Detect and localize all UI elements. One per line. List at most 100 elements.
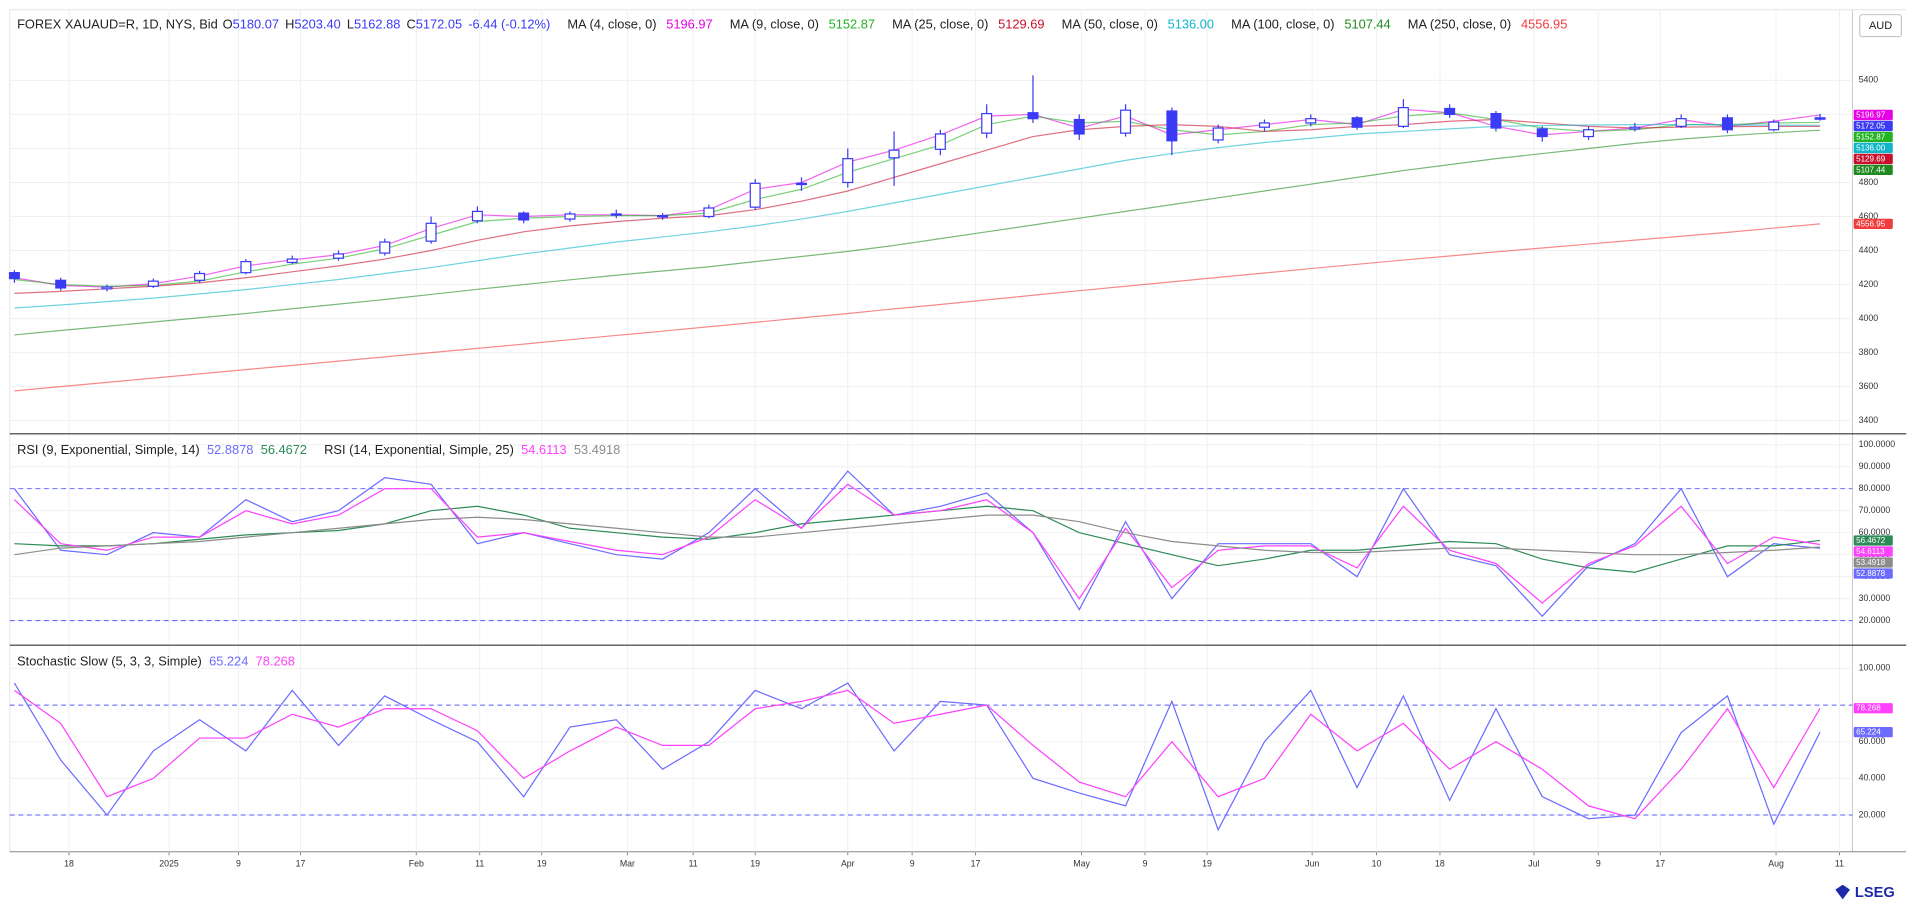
x-tick-label: Jul — [1528, 858, 1539, 868]
candle-body — [8, 272, 20, 280]
y-tick-label: 30.0000 — [1859, 593, 1891, 603]
price-tag-label: 65.224 — [1856, 728, 1881, 737]
x-tick-label: 19 — [1202, 858, 1212, 868]
ohlc-value: 5203.40 — [294, 17, 340, 32]
candle-body — [55, 279, 67, 289]
candle-body — [842, 158, 854, 184]
candle-body — [795, 182, 807, 186]
candle-body — [610, 213, 622, 216]
x-tick-label: 9 — [236, 858, 241, 868]
candle-body — [1120, 109, 1132, 134]
price-tag — [1853, 153, 1893, 165]
x-tick-label: May — [1073, 858, 1090, 868]
candle-body — [379, 241, 391, 254]
price-tag-label: 5196.97 — [1856, 110, 1886, 119]
indicator-line — [14, 514, 1821, 556]
candle-body — [286, 258, 298, 264]
moving-average-line — [14, 108, 1821, 288]
legend-value: 4556.95 — [1521, 17, 1567, 32]
price-tag — [1853, 535, 1893, 546]
panel — [9, 435, 1853, 644]
legend-value: 5136.00 — [1168, 17, 1214, 32]
x-tick-label: 10 — [1372, 858, 1382, 868]
y-tick-label: 20.0000 — [1859, 615, 1891, 625]
legend-name: RSI (14, Exponential, Simple, 25) — [324, 442, 514, 457]
price-tag-label: 52.8878 — [1856, 569, 1886, 578]
candle-body — [1768, 121, 1780, 131]
ohlc-value: 5180.07 — [233, 17, 279, 32]
legend-name: RSI (9, Exponential, Simple, 14) — [17, 442, 200, 457]
y-tick-label: 4200 — [1859, 279, 1879, 289]
price-tag-label: 4556.95 — [1856, 219, 1886, 228]
legend-value: 5196.97 — [666, 17, 712, 32]
candle-body — [1814, 117, 1826, 120]
candle-body — [425, 222, 437, 242]
candle-body — [471, 210, 483, 222]
y-tick-label: 3600 — [1859, 381, 1879, 391]
price-tag-label: 54.6113 — [1856, 547, 1885, 556]
legend-name: Stochastic Slow (5, 3, 3, Simple) — [17, 654, 202, 669]
legend-name: MA (4, close, 0) — [567, 17, 656, 32]
x-tick-label: 17 — [296, 858, 306, 868]
candle-body — [1536, 128, 1548, 138]
price-tag — [1853, 109, 1893, 121]
y-tick-label: 100.000 — [1859, 663, 1891, 673]
moving-average-line — [14, 112, 1821, 287]
candle-body — [1305, 118, 1317, 124]
x-tick-label: 9 — [1596, 858, 1601, 868]
y-tick-label: 60.000 — [1859, 736, 1886, 746]
y-tick-label: 3800 — [1859, 347, 1879, 357]
legend: FOREX XAUAUD=R, 1D, NYS, Bid O5180.07 H520… — [17, 17, 1567, 32]
y-tick-label: 80.0000 — [1859, 483, 1891, 493]
indicator-line — [13, 682, 1821, 832]
ohlc-key: O — [223, 17, 233, 32]
price-tag-label: 5107.44 — [1856, 165, 1886, 174]
y-tick-label: 3400 — [1859, 415, 1879, 425]
x-tick-label: 9 — [910, 858, 915, 868]
legend-value: 65.224 — [209, 654, 248, 669]
legend-name: MA (9, close, 0) — [730, 17, 819, 32]
x-tick-label: 11 — [475, 858, 484, 868]
x-tick-label: Feb — [409, 858, 424, 868]
indicator-line — [13, 483, 1821, 604]
x-tick-label: Aug — [1768, 858, 1784, 868]
candle-body — [1397, 107, 1409, 127]
price-tag-label: 5136.00 — [1856, 143, 1886, 152]
legend-value: 5129.69 — [998, 17, 1044, 32]
candle-body — [1166, 110, 1178, 142]
price-tag — [1853, 727, 1893, 738]
y-tick-label: 4800 — [1859, 177, 1879, 187]
legend-name: MA (250, close, 0) — [1408, 17, 1511, 32]
legend-value: 53.4918 — [574, 442, 620, 457]
moving-average-line — [14, 129, 1821, 336]
moving-average-line — [14, 223, 1821, 392]
price-tag-label: 5172.05 — [1856, 121, 1886, 130]
currency-box — [1859, 14, 1902, 38]
legend-value: 5107.44 — [1344, 17, 1390, 32]
ohlc-key: H — [285, 17, 294, 32]
indicator-line — [13, 470, 1821, 618]
brand-name: LSEG — [1855, 885, 1895, 901]
moving-average-line — [14, 118, 1821, 295]
y-tick-label: 40.000 — [1859, 773, 1886, 783]
x-tick-label: 2025 — [159, 858, 179, 868]
price-tag-label: 53.4918 — [1856, 558, 1886, 567]
x-tick-label: 11 — [1835, 858, 1844, 868]
price-tag — [1853, 568, 1893, 579]
ohlc-value: 5162.88 — [354, 17, 400, 32]
price-tag — [1853, 131, 1893, 143]
y-tick-label: 70.0000 — [1859, 505, 1891, 515]
candle-body — [518, 212, 530, 221]
candle-body — [101, 286, 113, 290]
candle-body — [749, 182, 761, 208]
candle-body — [1258, 122, 1270, 128]
price-tag — [1853, 218, 1893, 229]
candle-body — [1212, 127, 1224, 141]
candle-body — [1027, 112, 1039, 120]
y-tick-label: 4400 — [1859, 245, 1879, 255]
candle-body — [1351, 117, 1363, 128]
legend-value: 5152.87 — [829, 17, 875, 32]
x-tick-label: Apr — [841, 858, 855, 868]
moving-average-line — [14, 124, 1821, 309]
